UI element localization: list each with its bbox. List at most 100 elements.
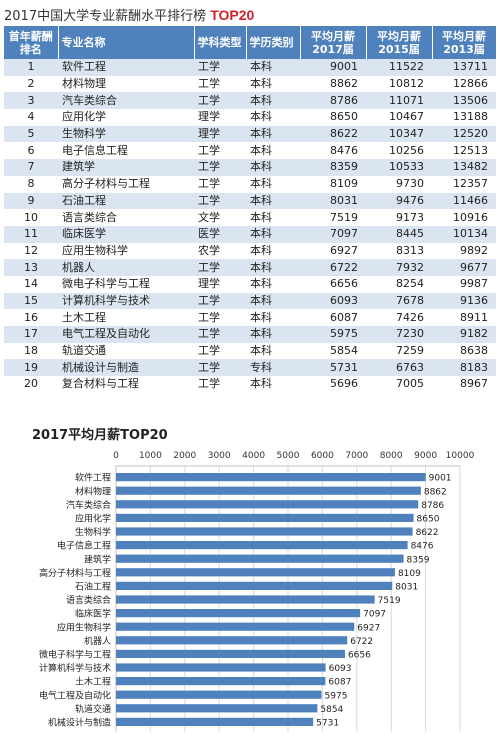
table-cell: 6927 bbox=[300, 242, 366, 260]
table-cell: 应用化学 bbox=[58, 109, 194, 126]
table-cell: 10533 bbox=[366, 159, 432, 176]
category-label: 应用化学 bbox=[75, 513, 111, 525]
table-row: 14 微电子科学与工程 理学 本科 6656 8254 9987 bbox=[4, 275, 496, 293]
data-label: 6087 bbox=[328, 678, 351, 688]
table-cell: 本科 bbox=[246, 59, 300, 76]
table-cell: 本科 bbox=[246, 242, 300, 260]
table-row: 9 石油工程 工学 本科 8031 9476 11466 bbox=[4, 192, 496, 210]
table-cell: 7097 bbox=[300, 225, 366, 243]
data-label: 6656 bbox=[348, 651, 371, 661]
table-cell: 9001 bbox=[300, 59, 366, 76]
table-cell: 7230 bbox=[366, 326, 432, 343]
column-header: 首年薪酬排名 bbox=[4, 26, 59, 59]
table-cell: 16 bbox=[4, 309, 58, 326]
category-label: 轨道交通 bbox=[75, 703, 111, 715]
table-cell: 本科 bbox=[246, 342, 300, 360]
page-title: 2017中国大学专业薪酬水平排行榜 TOP20 bbox=[4, 4, 254, 26]
table-cell: 医学 bbox=[194, 225, 246, 243]
table-body: 1 软件工程 工学 本科 9001 11522 13711 2 材料物理 工学 本科 8862 1081… bbox=[4, 59, 496, 393]
table-cell: 高分子材料与工程 bbox=[58, 175, 194, 193]
bar bbox=[116, 554, 404, 563]
bar bbox=[116, 677, 326, 686]
table-cell: 工学 bbox=[194, 259, 246, 276]
x-tick-label: 3000 bbox=[208, 451, 231, 461]
table-row: 8 高分子材料与工程 工学 本科 8109 9730 12357 bbox=[4, 175, 496, 193]
table-cell: 14 bbox=[4, 275, 58, 293]
bar bbox=[116, 513, 414, 522]
x-tick-label: 5000 bbox=[277, 451, 300, 461]
table-row: 18 轨道交通 工学 本科 5854 7259 8638 bbox=[4, 342, 496, 360]
table-cell: 8622 bbox=[300, 125, 366, 143]
table-row: 20 复合材料与工程 工学 本科 5696 7005 8967 bbox=[4, 376, 496, 393]
table-row: 2 材料物理 工学 本科 8862 10812 12866 bbox=[4, 75, 496, 93]
table-header-row: 首年薪酬排名 专业名称 学科类型 学历类别 平均月薪2017届 平均月薪2015届 平均月薪… bbox=[4, 26, 497, 59]
x-tick-label: 0 bbox=[113, 451, 119, 461]
table-cell: 工学 bbox=[194, 159, 246, 176]
table-cell: 8359 bbox=[300, 159, 366, 176]
table-cell: 理学 bbox=[194, 125, 246, 143]
x-tick-label: 10000 bbox=[446, 451, 475, 461]
table-row: 13 机器人 工学 本科 6722 7932 9677 bbox=[4, 259, 496, 276]
column-header: 平均月薪2017届 bbox=[300, 26, 367, 59]
chart-title: 2017平均月薪TOP20 bbox=[32, 428, 168, 443]
table-cell: 13506 bbox=[432, 92, 496, 110]
data-label: 8650 bbox=[417, 515, 440, 525]
table-cell: 汽车类综合 bbox=[58, 92, 194, 110]
table-cell: 本科 bbox=[246, 92, 300, 110]
table-cell: 18 bbox=[4, 342, 58, 360]
bar bbox=[116, 568, 395, 577]
table-cell: 10916 bbox=[432, 209, 496, 226]
table-row: 12 应用生物科学 农学 本科 6927 8313 9892 bbox=[4, 242, 496, 260]
table-cell: 10812 bbox=[366, 75, 432, 93]
table-cell: 工学 bbox=[194, 376, 246, 393]
data-label: 5731 bbox=[316, 719, 339, 729]
title-prefix: 2017中国大学专业薪酬水平排行榜 bbox=[4, 9, 207, 24]
table-cell: 工学 bbox=[194, 359, 246, 377]
table-row: 4 应用化学 理学 本科 8650 10467 13188 bbox=[4, 109, 496, 126]
table-row: 19 机械设计与制造 工学 专科 5731 6763 8183 bbox=[4, 359, 496, 377]
x-tick-label: 7000 bbox=[345, 451, 368, 461]
category-label: 材料物理 bbox=[75, 485, 111, 497]
table-cell: 本科 bbox=[246, 326, 300, 343]
table-cell: 6087 bbox=[300, 309, 366, 326]
x-tick-label: 8000 bbox=[380, 451, 403, 461]
bar bbox=[116, 527, 413, 536]
bar bbox=[116, 500, 419, 509]
table-cell: 农学 bbox=[194, 242, 246, 260]
table-cell: 10 bbox=[4, 209, 58, 226]
column-header: 平均月薪2013届 bbox=[432, 26, 497, 59]
x-tick-label: 9000 bbox=[414, 451, 437, 461]
table-cell: 13482 bbox=[432, 159, 496, 176]
table-cell: 9730 bbox=[366, 175, 432, 193]
table-cell: 10347 bbox=[366, 125, 432, 143]
bar bbox=[116, 473, 426, 482]
table-cell: 文学 bbox=[194, 209, 246, 226]
category-label: 应用生物科学 bbox=[57, 621, 111, 633]
table-cell: 电子信息工程 bbox=[58, 142, 194, 160]
table-cell: 8476 bbox=[300, 142, 366, 160]
table-cell: 本科 bbox=[246, 209, 300, 226]
table-cell: 工学 bbox=[194, 342, 246, 360]
table-cell: 5 bbox=[4, 125, 58, 143]
table-cell: 建筑学 bbox=[58, 159, 194, 176]
table-row: 1 软件工程 工学 本科 9001 11522 13711 bbox=[4, 59, 496, 76]
bar bbox=[116, 704, 318, 713]
table-cell: 6763 bbox=[366, 359, 432, 377]
table-cell: 本科 bbox=[246, 259, 300, 276]
table-cell: 复合材料与工程 bbox=[58, 376, 194, 393]
table-cell: 11522 bbox=[366, 59, 432, 76]
table-cell: 工学 bbox=[194, 142, 246, 160]
table-cell: 2 bbox=[4, 75, 58, 93]
table-cell: 8109 bbox=[300, 175, 366, 193]
data-label: 6927 bbox=[357, 623, 380, 633]
table-cell: 5696 bbox=[300, 376, 366, 393]
column-header: 专业名称 bbox=[58, 26, 195, 59]
table-cell: 材料物理 bbox=[58, 75, 194, 93]
table-cell: 微电子科学与工程 bbox=[58, 275, 194, 293]
salary-ranking-table: 首年薪酬排名 专业名称 学科类型 学历类别 平均月薪2017届 平均月薪2015届 平均月薪… bbox=[4, 26, 497, 393]
data-label: 8862 bbox=[424, 487, 447, 497]
table-cell: 理学 bbox=[194, 109, 246, 126]
table-row: 6 电子信息工程 工学 本科 8476 10256 12513 bbox=[4, 142, 496, 160]
table-cell: 19 bbox=[4, 359, 58, 377]
table-cell: 工学 bbox=[194, 75, 246, 93]
